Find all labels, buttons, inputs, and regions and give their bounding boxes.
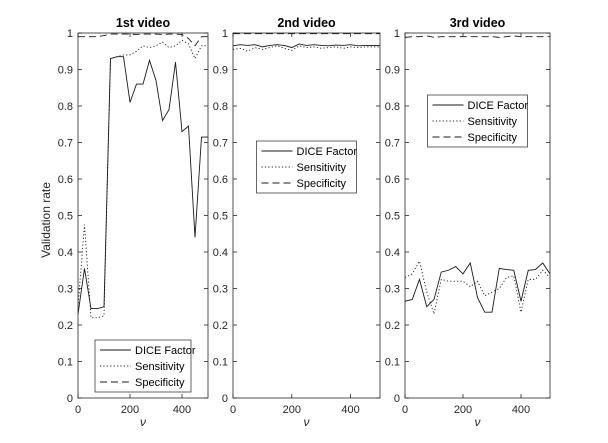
x-tick-label: 200 — [454, 404, 472, 416]
subplot-2: 0 0.1 0.2 0.3 0.4 0.5 0.6 0.7 0.8 0.9 1 0 200 400 2nd … — [213, 16, 381, 429]
y-tick-label: 0 — [222, 393, 228, 405]
y-tick-label: 0.2 — [213, 320, 228, 332]
subplot-title: 2nd video — [277, 16, 336, 30]
x-axis-label: ν — [475, 415, 481, 429]
legend: DICE Factor Sensitivity Specificity — [256, 140, 358, 194]
legend-entry: DICE Factor — [468, 100, 529, 112]
subplot-panels: 0 0.1 0.2 0.3 0.4 0.5 0.6 0.7 0.8 0.9 1 0 200 400 1st … — [58, 16, 551, 429]
legend-entry: DICE Factor — [297, 146, 358, 158]
x-tick-label: 0 — [402, 404, 408, 416]
y-tick-label: 0.7 — [213, 138, 228, 150]
y-axis-label: Validation rate — [39, 182, 53, 258]
y-tick-label: 0.6 — [213, 174, 228, 186]
series-line-dice-factor — [233, 43, 380, 49]
series-line-specificity — [405, 35, 550, 38]
y-tick-label: 0.7 — [385, 138, 400, 150]
y-tick-label: 1 — [67, 28, 73, 40]
y-tick-label: 0.5 — [58, 211, 73, 223]
x-tick-label: 400 — [341, 404, 359, 416]
x-tick-label: 0 — [230, 404, 236, 416]
y-tick-label: 0 — [394, 393, 400, 405]
y-tick-label: 1 — [222, 28, 228, 40]
y-tick-label: 0.8 — [58, 101, 73, 113]
y-tick-label: 0.6 — [58, 174, 73, 186]
y-tick-label: 0.4 — [58, 247, 73, 259]
legend-entry: Sensitivity — [135, 361, 185, 373]
y-tick-label: 0.3 — [213, 284, 228, 296]
y-tick-label: 1 — [394, 28, 400, 40]
y-tick-label: 0.3 — [58, 284, 73, 296]
y-tick-label: 0.2 — [58, 320, 73, 332]
y-tick-label: 0.3 — [385, 284, 400, 296]
series-line-sensitivity — [405, 259, 550, 316]
legend-entry: Specificity — [468, 132, 518, 144]
y-tick-label: 0.4 — [385, 247, 400, 259]
plot-area — [77, 32, 209, 399]
y-tick-label: 0.7 — [58, 138, 73, 150]
subplot-title: 3rd video — [450, 16, 506, 30]
subplot-1: 0 0.1 0.2 0.3 0.4 0.5 0.6 0.7 0.8 0.9 1 0 200 400 1st … — [58, 16, 209, 429]
y-tick-label: 0.6 — [385, 174, 400, 186]
plot-area — [404, 32, 551, 399]
x-tick-label: 200 — [121, 404, 139, 416]
y-tick-label: 0.4 — [213, 247, 228, 259]
y-tick-label: 0.9 — [58, 65, 73, 77]
x-tick-label: 200 — [283, 404, 301, 416]
x-tick-label: 0 — [75, 404, 81, 416]
legend-entry: Sensitivity — [468, 116, 518, 128]
legend-entry: Specificity — [135, 377, 185, 389]
y-tick-label: 0.8 — [213, 101, 228, 113]
x-tick-label: 400 — [512, 404, 530, 416]
legend-box — [256, 140, 357, 194]
y-tick-label: 0.8 — [385, 101, 400, 113]
y-tick-label: 0.1 — [385, 357, 400, 369]
y-tick-label: 0.9 — [213, 65, 228, 77]
y-tick-label: 0.1 — [213, 357, 228, 369]
y-tick-label: 0 — [67, 393, 73, 405]
y-tick-label: 0.1 — [58, 357, 73, 369]
plot-area — [232, 32, 381, 399]
y-tick-label: 0.9 — [385, 65, 400, 77]
legend-box — [427, 94, 528, 148]
y-tick-label: 0.5 — [213, 211, 228, 223]
series-line-dice-factor — [405, 261, 550, 313]
x-axis-label: ν — [304, 415, 310, 429]
series-line-sensitivity — [78, 39, 208, 319]
y-tick-label: 0.2 — [385, 320, 400, 332]
x-tick-label: 400 — [173, 404, 191, 416]
series-line-dice-factor — [78, 56, 208, 315]
legend-entry: Sensitivity — [297, 162, 347, 174]
legend: DICE Factor Sensitivity Specificity — [427, 94, 529, 148]
x-axis-label: ν — [140, 415, 146, 429]
legend-entry: DICE Factor — [135, 345, 196, 357]
y-tick-label: 0.5 — [385, 211, 400, 223]
subplot-title: 1st video — [116, 16, 171, 30]
legend-entry: Specificity — [297, 178, 347, 190]
legend: DICE Factor Sensitivity Specificity — [94, 339, 196, 393]
subplot-3: 0 0.1 0.2 0.3 0.4 0.5 0.6 0.7 0.8 0.9 1 0 200 400 3rd … — [385, 16, 551, 429]
